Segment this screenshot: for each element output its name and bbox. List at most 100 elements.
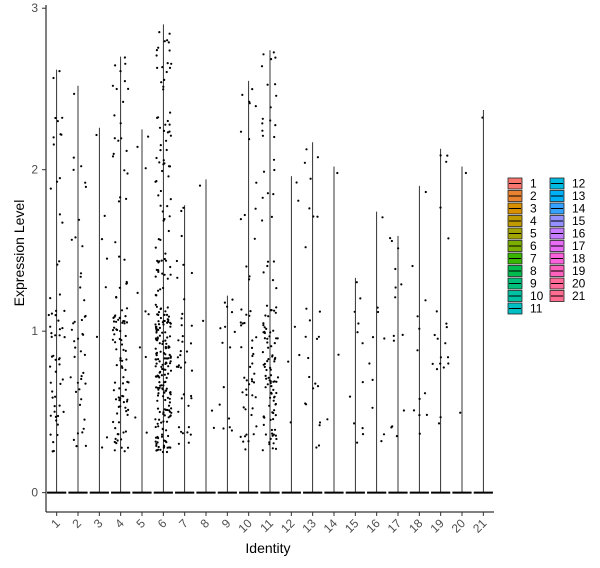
point-17	[390, 239, 393, 243]
point-6	[162, 85, 165, 88]
point-5	[134, 416, 137, 419]
point-6	[168, 397, 171, 400]
point-7	[190, 369, 194, 372]
point-7	[175, 365, 178, 368]
point-6	[154, 303, 157, 306]
point-11	[265, 368, 268, 372]
point-2	[77, 218, 81, 221]
point-5	[144, 310, 147, 313]
point-6	[159, 144, 162, 147]
point-17	[389, 237, 392, 240]
point-4	[115, 328, 118, 331]
point-11	[269, 331, 272, 334]
point-4	[119, 122, 122, 125]
point-7	[185, 350, 189, 353]
point-6	[166, 39, 169, 42]
point-6	[163, 414, 166, 417]
point-11	[262, 53, 265, 56]
point-2	[78, 403, 82, 406]
point-9	[218, 403, 221, 406]
point-2	[79, 286, 82, 289]
point-11	[266, 341, 269, 344]
point-6	[162, 340, 165, 343]
y-axis-title: Expression Level	[11, 200, 27, 307]
point-6	[158, 126, 162, 129]
point-6	[169, 111, 172, 114]
x-tick-label: 21	[470, 516, 490, 536]
point-1	[54, 358, 57, 361]
point-14	[326, 418, 329, 421]
point-18	[411, 264, 414, 268]
point-5	[147, 135, 150, 138]
point-7	[190, 397, 193, 400]
point-6	[166, 318, 169, 321]
point-16	[382, 433, 386, 436]
point-11	[272, 260, 275, 263]
point-1	[55, 419, 58, 422]
point-4	[126, 446, 130, 449]
point-19	[444, 342, 447, 345]
point-1	[54, 395, 57, 398]
point-4	[124, 430, 127, 433]
point-1	[51, 450, 54, 453]
point-6	[162, 219, 165, 222]
point-7	[179, 354, 182, 357]
point-6	[155, 449, 158, 452]
point-9	[219, 327, 222, 330]
point-7	[187, 441, 190, 444]
point-13	[304, 402, 307, 405]
point-11	[274, 403, 277, 406]
point-6	[157, 289, 160, 292]
point-16	[376, 310, 380, 314]
point-1	[58, 404, 61, 407]
point-6	[165, 420, 169, 423]
point-4	[113, 114, 116, 117]
point-1	[52, 143, 55, 146]
point-1	[54, 415, 58, 418]
point-5	[147, 313, 150, 316]
point-4	[114, 427, 117, 430]
point-7	[180, 397, 183, 400]
point-4	[121, 321, 124, 324]
point-11	[273, 309, 276, 312]
point-8	[212, 426, 215, 429]
point-6	[168, 409, 171, 412]
point-6	[161, 367, 164, 371]
point-11	[275, 391, 278, 395]
point-7	[177, 339, 180, 342]
point-8	[202, 319, 205, 322]
point-2	[84, 382, 87, 385]
legend-label-19: 19	[572, 264, 586, 278]
legend-label-21: 21	[572, 289, 586, 303]
point-2	[83, 353, 86, 356]
point-11	[272, 193, 275, 196]
point-11	[266, 192, 269, 195]
point-6	[168, 49, 171, 52]
point-6	[159, 307, 162, 311]
x-tick-label: 7	[176, 516, 191, 531]
point-17	[395, 435, 398, 438]
point-6	[157, 194, 160, 197]
point-9	[222, 427, 225, 430]
point-6	[168, 215, 171, 218]
point-6	[157, 388, 160, 391]
point-7	[180, 234, 183, 238]
point-6	[161, 450, 164, 454]
point-9	[223, 301, 226, 304]
legend-label-9: 9	[530, 277, 537, 291]
point-11	[272, 329, 275, 332]
point-7	[180, 317, 183, 320]
point-4	[114, 64, 117, 67]
point-11	[273, 358, 276, 361]
point-6	[167, 41, 170, 44]
point-6	[162, 411, 165, 414]
point-6	[155, 351, 159, 354]
point-2	[74, 236, 77, 239]
point-6	[165, 342, 168, 345]
point-6	[169, 393, 172, 396]
point-6	[165, 450, 169, 454]
point-11	[270, 309, 273, 312]
x-tick-label: 2	[69, 516, 84, 531]
point-6	[156, 407, 160, 410]
point-19	[442, 366, 445, 369]
